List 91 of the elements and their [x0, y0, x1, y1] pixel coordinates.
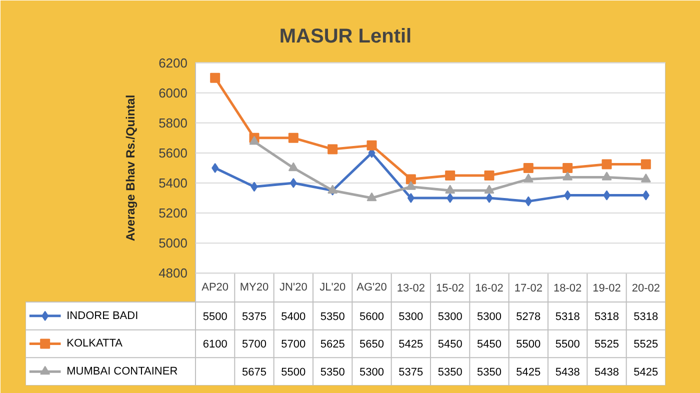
x-tick-label: 17-02	[514, 282, 542, 295]
data-label: 5300	[438, 310, 462, 323]
y-tick-label: 5800	[158, 115, 188, 130]
y-axis-title: Average Bhav Rs./Quintal	[124, 94, 138, 242]
data-label: 5375	[242, 310, 266, 323]
data-label: 5450	[438, 338, 462, 351]
data-label: 5318	[594, 310, 619, 323]
point	[642, 190, 650, 200]
point	[366, 140, 377, 150]
data-label: 5350	[320, 366, 345, 379]
data-label: 5350	[477, 366, 502, 379]
data-label: 5375	[398, 366, 424, 379]
point	[406, 181, 416, 190]
data-label: 5600	[360, 310, 384, 323]
data-label: 5300	[398, 310, 424, 323]
y-tick-label: 5400	[158, 175, 188, 190]
chart-title: MASUR Lentil	[279, 26, 412, 48]
point	[484, 184, 494, 194]
point	[602, 172, 612, 180]
point	[602, 159, 612, 170]
data-label: 6100	[202, 338, 228, 351]
point	[249, 136, 260, 145]
data-label: 5425	[516, 366, 541, 379]
x-tick-label: JL'20	[320, 282, 346, 294]
x-tick-label: 19-02	[592, 282, 621, 295]
y-tick-label: 5600	[158, 145, 188, 160]
point	[446, 193, 454, 204]
point	[290, 178, 297, 188]
data-label: 5500	[516, 338, 541, 351]
point	[210, 72, 220, 83]
point	[484, 170, 494, 180]
data-label: 5450	[477, 338, 502, 351]
point	[486, 193, 493, 204]
point	[212, 162, 219, 173]
legend-label: MUMBAI CONTAINER	[66, 366, 178, 378]
x-tick-label: MY20	[240, 282, 269, 294]
data-label: 5650	[360, 338, 384, 351]
point	[288, 162, 298, 172]
data-label: 5278	[516, 310, 541, 323]
data-label: 5525	[594, 338, 619, 351]
data-label: 5350	[320, 310, 345, 323]
point	[523, 174, 534, 182]
legend-label: KOLKATTA	[66, 338, 124, 350]
point	[640, 159, 651, 170]
data-label: 5500	[202, 310, 228, 323]
data-label: 5400	[281, 310, 306, 323]
data-label: 5425	[398, 338, 424, 351]
point	[562, 172, 573, 180]
y-tick-label: 5000	[158, 236, 188, 251]
x-tick-label: 16-02	[475, 282, 504, 295]
y-tick-label: 6200	[158, 55, 188, 70]
data-label: 5700	[281, 338, 306, 351]
data-label: 5318	[555, 310, 580, 323]
data-label: 5500	[555, 338, 580, 351]
point	[445, 170, 456, 180]
point	[564, 190, 572, 200]
y-tick-label: 4800	[158, 266, 188, 281]
data-label: 5300	[360, 366, 384, 379]
y-tick-label: 6000	[158, 85, 188, 100]
x-tick-label: AP20	[202, 282, 229, 294]
data-label: 5675	[242, 366, 266, 379]
point	[328, 144, 338, 154]
data-label: 5438	[594, 366, 619, 379]
point	[640, 174, 651, 182]
legend-label: INDORE BADI	[66, 310, 138, 322]
point	[603, 190, 610, 200]
point	[288, 132, 298, 143]
point	[562, 162, 573, 173]
point	[445, 184, 456, 194]
data-label: 5350	[438, 366, 462, 379]
point	[366, 192, 377, 202]
data-label: 5438	[555, 366, 580, 379]
point	[524, 196, 532, 206]
data-label: 5700	[242, 338, 266, 351]
data-label: 5625	[320, 338, 345, 351]
data-label: 5300	[477, 310, 502, 323]
x-tick-label: 18-02	[554, 282, 582, 295]
x-tick-label: 13-02	[396, 282, 425, 295]
data-label: 5425	[634, 366, 658, 379]
point	[406, 174, 416, 184]
data-label: 5318	[634, 310, 658, 323]
point	[523, 162, 534, 173]
y-tick-label: 5200	[158, 206, 188, 221]
x-tick-label: 15-02	[436, 282, 464, 295]
x-tick-label: 20-02	[632, 282, 660, 295]
x-tick-label: AG'20	[356, 282, 387, 294]
data-label: 5500	[281, 366, 306, 379]
x-tick-label: JN'20	[280, 282, 308, 294]
data-label: 5525	[634, 338, 658, 351]
point	[250, 182, 258, 192]
point	[407, 193, 414, 204]
